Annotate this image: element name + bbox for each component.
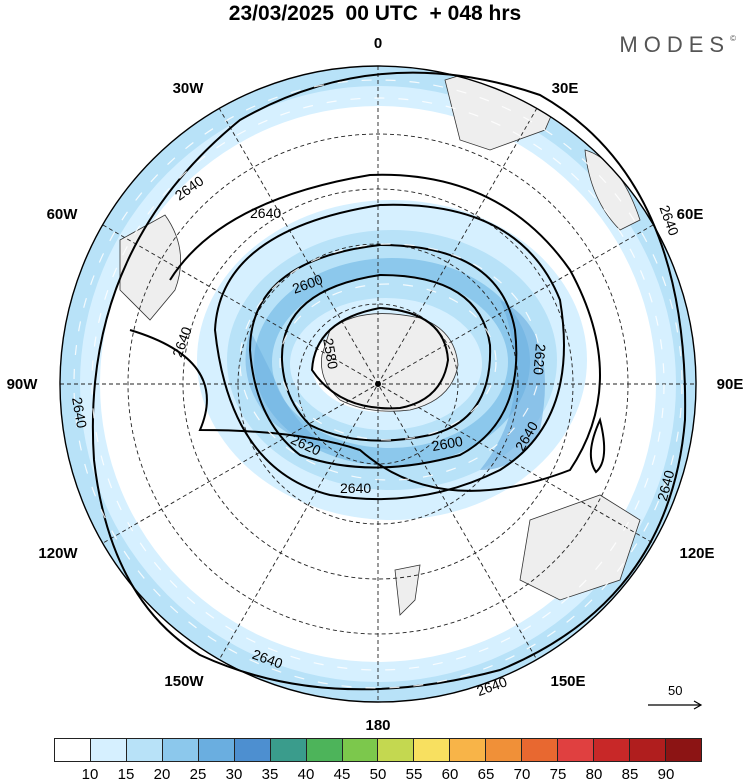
- colorbar-tick-label: 30: [225, 766, 243, 783]
- colorbar-box: [665, 739, 701, 761]
- colorbar-box: [594, 739, 630, 761]
- lon-label-120w: 120W: [38, 545, 78, 562]
- contour-label: 2640: [250, 205, 281, 221]
- lon-label-90w: 90W: [6, 376, 38, 393]
- lon-label-180: 180: [365, 717, 391, 734]
- colorbar-box: [306, 739, 343, 761]
- contour-label: 2640: [340, 480, 371, 496]
- contour-label: 2580: [320, 337, 341, 371]
- colorbar-tick-label: 85: [621, 766, 639, 783]
- colorbar-box: [90, 739, 127, 761]
- colorbar-box: [378, 739, 415, 761]
- colorbar-box: [450, 739, 487, 761]
- colorbar-tick-label: 25: [189, 766, 207, 783]
- lon-label-150e: 150E: [550, 673, 586, 690]
- colorbar-box: [234, 739, 271, 761]
- colorbar: [54, 738, 702, 762]
- colorbar-box: [522, 739, 559, 761]
- lon-label-0: 0: [373, 35, 383, 52]
- lon-label-120e: 120E: [679, 545, 715, 562]
- brand-logo: MODES©: [619, 32, 736, 57]
- colorbar-box: [270, 739, 307, 761]
- colorbar-box: [558, 739, 595, 761]
- colorbar-tick-label: 40: [297, 766, 315, 783]
- colorbar-tick-label: 10: [81, 766, 99, 783]
- colorbar-tick-label: 75: [549, 766, 567, 783]
- colorbar-box: [486, 739, 523, 761]
- contour-label: 2640: [69, 396, 90, 430]
- colorbar-tick-label: 80: [585, 766, 603, 783]
- contour-label: 2640: [654, 468, 678, 502]
- colorbar-tick-label: 70: [513, 766, 531, 783]
- colorbar-box: [126, 739, 163, 761]
- landmasses: [119, 66, 641, 616]
- colorbar-box: [198, 739, 235, 761]
- colorbar-tick-label: 55: [405, 766, 423, 783]
- lon-label-90e: 90E: [716, 376, 744, 393]
- colorbar-tick-label: 20: [153, 766, 171, 783]
- colorbar-box: [630, 739, 666, 761]
- lon-label-150w: 150W: [164, 673, 204, 690]
- reference-vector-label: 50: [668, 683, 683, 698]
- colorbar-box: [414, 739, 451, 761]
- colorbar-tick-label: 35: [261, 766, 279, 783]
- colorbar-tick-label: 45: [333, 766, 351, 783]
- lon-label-60e: 60E: [676, 206, 704, 223]
- south-pole-marker: [375, 381, 381, 387]
- colorbar-box: [342, 739, 379, 761]
- map-title: 23/03/2025 00 UTC + 048 hrs: [228, 2, 522, 25]
- colorbar-tick-label: 65: [477, 766, 495, 783]
- wind-vectors: [73, 79, 683, 689]
- reference-vector: [648, 700, 703, 710]
- lon-label-30e: 30E: [551, 80, 579, 97]
- colorbar-tick-label: 15: [117, 766, 135, 783]
- lon-label-30w: 30W: [172, 80, 204, 97]
- contour-label: 2620: [530, 343, 549, 376]
- colorbar-box: [162, 739, 199, 761]
- map-border: [59, 65, 697, 703]
- colorbar-tick-label: 60: [441, 766, 459, 783]
- colorbar-box: [55, 739, 91, 761]
- colorbar-tick-label: 90: [657, 766, 675, 783]
- colorbar-tick-label: 50: [369, 766, 387, 783]
- contour-label: 2600: [431, 433, 465, 454]
- height-contours: [91, 71, 687, 691]
- lon-label-60w: 60W: [46, 206, 78, 223]
